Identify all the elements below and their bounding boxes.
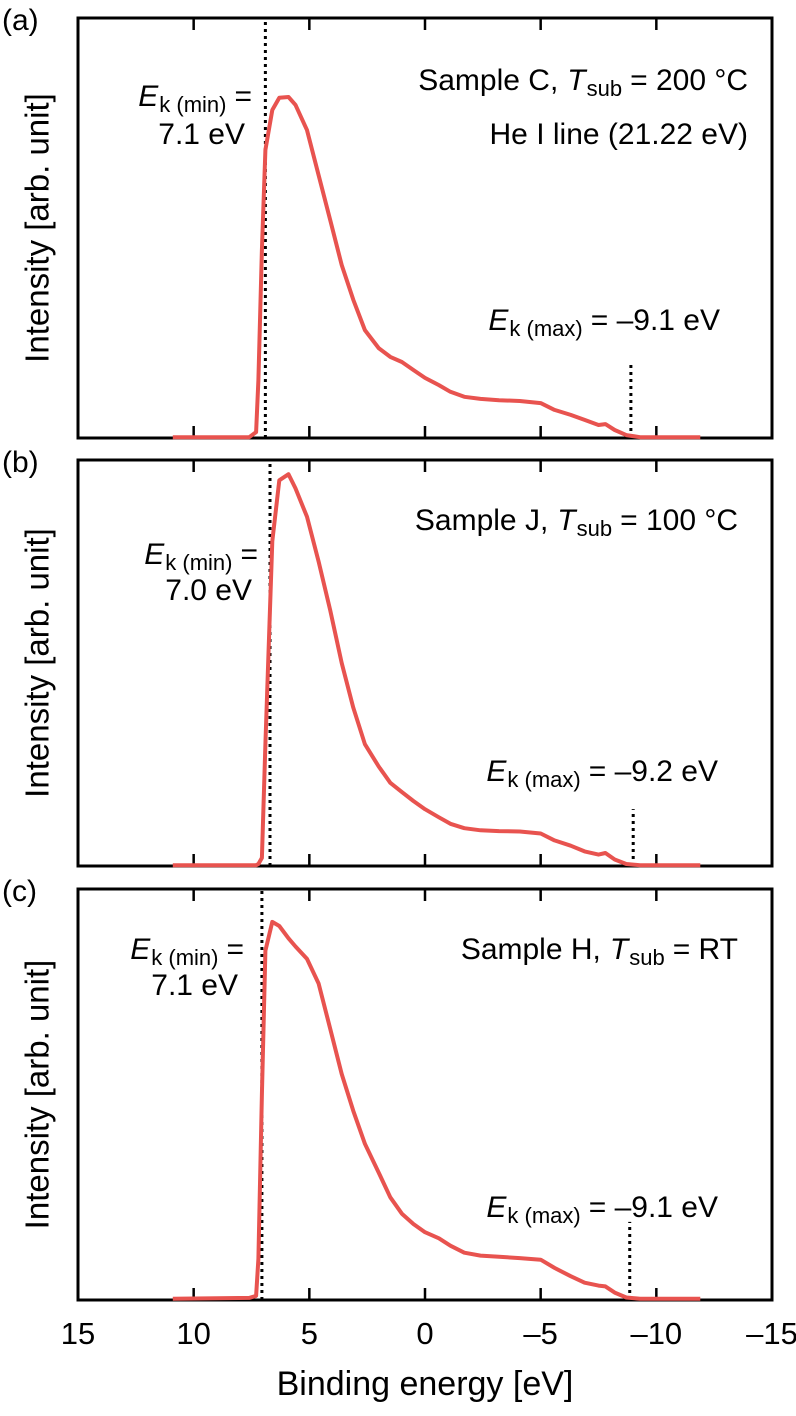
spectrum-line <box>172 919 701 1301</box>
annotation-part: = RT <box>673 933 738 966</box>
annotation-part: E <box>486 755 507 788</box>
annotation-part: k (min) <box>151 945 218 970</box>
annotation-part: E <box>130 933 151 966</box>
annotation-part: T <box>610 933 631 966</box>
annotation-part: 7.1 eV <box>158 118 245 151</box>
x-tick-label: 0 <box>416 1316 433 1351</box>
annotation-part: E <box>144 538 165 571</box>
annotation-part: 7.1 eV <box>151 969 238 1002</box>
annotation: Ek (min) = <box>130 933 244 970</box>
annotation-part: = 200 °C <box>630 64 748 97</box>
annotation-part: sub <box>587 76 622 101</box>
annotation-part: 7.0 eV <box>165 574 252 607</box>
annotation-part: E <box>488 304 509 337</box>
y-axis-label: Intensity [arb. unit] <box>19 93 56 363</box>
annotation-part: k (max) <box>509 316 582 341</box>
annotation: Sample H, Tsub = RT <box>461 933 738 970</box>
x-tick-label: 15 <box>61 1316 95 1351</box>
annotation-part: = 100 °C <box>620 504 738 537</box>
annotation: 7.1 eV <box>151 969 238 1002</box>
x-tick-label: –10 <box>630 1316 682 1351</box>
annotation-part: T <box>557 504 578 537</box>
annotation: Ek (min) = <box>144 538 258 575</box>
annotation: Sample J, Tsub = 100 °C <box>415 504 738 541</box>
annotation-part: k (max) <box>507 1203 580 1228</box>
annotation: Ek (max) = –9.1 eV <box>488 304 720 341</box>
annotation-part: sub <box>629 945 664 970</box>
annotation-part: = –9.1 eV <box>591 304 720 337</box>
annotation: Ek (max) = –9.2 eV <box>486 755 718 792</box>
annotation-part: = –9.1 eV <box>589 1191 718 1224</box>
annotation-part: E <box>138 80 159 113</box>
annotation-part: = –9.2 eV <box>589 755 718 788</box>
annotation-part: = <box>226 933 244 966</box>
y-axis-label: Intensity [arb. unit] <box>19 528 56 798</box>
annotation: Ek (max) = –9.1 eV <box>486 1191 718 1228</box>
annotation: 7.1 eV <box>158 118 245 151</box>
x-axis-label: Binding energy [eV] <box>277 1365 574 1403</box>
annotation-part: T <box>567 64 588 97</box>
annotation-part: = <box>234 80 252 113</box>
annotation-part: Sample J, <box>415 504 548 537</box>
annotation-part: Sample C, <box>418 64 558 97</box>
annotation-part: k (max) <box>507 767 580 792</box>
panel-label: (b) <box>2 446 39 479</box>
annotation-part: Sample H, <box>461 933 601 966</box>
annotation: Sample C, Tsub = 200 °C <box>418 64 748 101</box>
annotation: He I line (21.22 eV) <box>490 118 748 151</box>
x-tick-label: –15 <box>746 1316 796 1351</box>
panel-label: (c) <box>2 875 37 908</box>
x-tick-label: 10 <box>176 1316 210 1351</box>
y-axis-label: Intensity [arb. unit] <box>19 960 56 1230</box>
annotation-part: E <box>486 1191 507 1224</box>
annotation-part: sub <box>577 516 612 541</box>
annotation-part: He I line (21.22 eV) <box>490 118 748 151</box>
x-tick-label: 5 <box>301 1316 318 1351</box>
annotation-part: k (min) <box>165 550 232 575</box>
spectrum-line <box>172 95 701 440</box>
spectrum-line <box>172 472 701 868</box>
panel-label: (a) <box>2 4 39 37</box>
annotation: 7.0 eV <box>165 574 252 607</box>
annotation-part: = <box>240 538 258 571</box>
annotation-part: k (min) <box>159 92 226 117</box>
x-tick-label: –5 <box>523 1316 557 1351</box>
annotation: Ek (min) = <box>138 80 252 117</box>
